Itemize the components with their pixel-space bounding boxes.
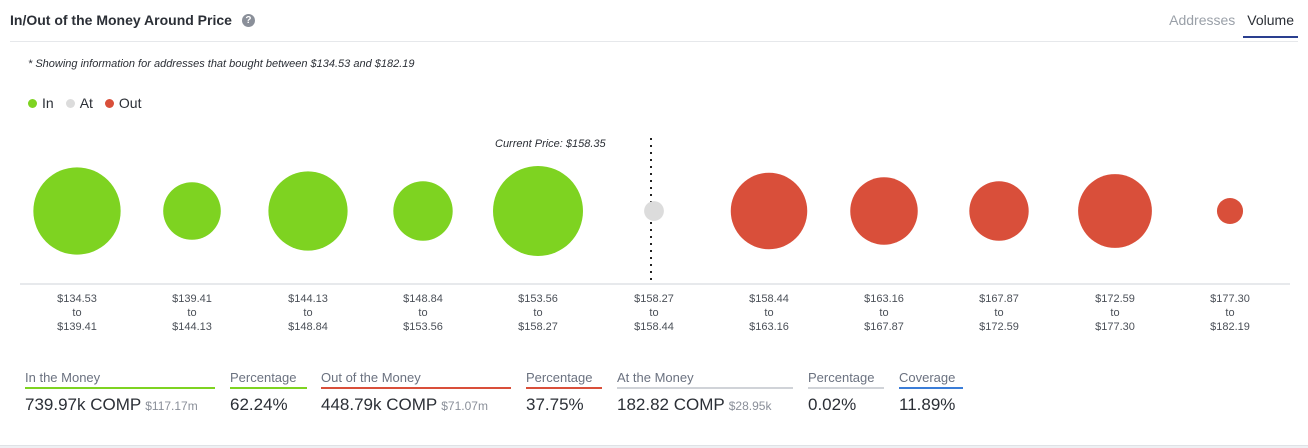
- legend-out-label: Out: [118, 95, 142, 111]
- bubble-at-5[interactable]: [644, 201, 664, 221]
- view-tabs: Addresses Volume: [1161, 12, 1298, 38]
- bucket-label-4-to-word: to: [533, 307, 542, 319]
- help-icon[interactable]: ?: [241, 13, 255, 27]
- current-price-label: Current Price: $158.35: [495, 138, 606, 150]
- bubble-in-0[interactable]: [33, 167, 121, 255]
- metric-value-text: 37.75%: [526, 395, 584, 414]
- bucket-label-1-to-word: to: [187, 307, 196, 319]
- bucket-label-0-from: $134.53: [57, 293, 97, 305]
- bubble-out-6[interactable]: [730, 172, 808, 250]
- range-note: * Showing information for addresses that…: [28, 58, 415, 70]
- tab-volume[interactable]: Volume: [1243, 12, 1298, 38]
- metric-value: 739.97k COMP $117.17m: [25, 395, 215, 415]
- bucket-label-3-to: $153.56: [403, 321, 443, 333]
- bucket-label-2-to-word: to: [303, 307, 312, 319]
- bucket-label-9-from: $172.59: [1095, 293, 1135, 305]
- bucket-label-0-to-word: to: [72, 307, 81, 319]
- bucket-label-8-to: $172.59: [979, 321, 1019, 333]
- metric-label: Percentage: [230, 370, 307, 389]
- bucket-label-4-from: $153.56: [518, 293, 558, 305]
- bucket-label-8-to-word: to: [994, 307, 1003, 319]
- bubble-out-10[interactable]: [1216, 197, 1244, 225]
- metric-5: Percentage 0.02%: [808, 370, 884, 415]
- metric-0: In the Money 739.97k COMP $117.17m: [25, 370, 215, 415]
- legend-in-label: In: [42, 95, 54, 111]
- bucket-label-3-to-word: to: [418, 307, 427, 319]
- bucket-label-9-to: $177.30: [1095, 321, 1135, 333]
- metric-value-text: 62.24%: [230, 395, 288, 414]
- bucket-label-7-to: $167.87: [864, 321, 904, 333]
- metric-label: Percentage: [526, 370, 602, 389]
- bubble-in-1[interactable]: [163, 182, 221, 240]
- metric-value-text: 11.89%: [899, 395, 956, 414]
- metric-3: Percentage 37.75%: [526, 370, 602, 415]
- summary-metrics: In the Money 739.97k COMP $117.17m Percenta…: [0, 370, 1308, 430]
- metric-usd-value: $28.95k: [728, 399, 772, 413]
- bucket-label-6-to-word: to: [764, 307, 773, 319]
- bucket-label-10-to: $182.19: [1210, 321, 1250, 333]
- metric-value: 448.79k COMP $71.07m: [321, 395, 511, 415]
- legend-at-label: At: [79, 95, 93, 111]
- bucket-label-6-to: $163.16: [749, 321, 789, 333]
- bubble-in-3[interactable]: [393, 181, 453, 241]
- legend-in-swatch: [28, 98, 37, 108]
- bubble-out-7[interactable]: [850, 177, 918, 245]
- metric-usd-value: $117.17m: [145, 399, 198, 413]
- bubble-chart: $134.53 to $139.41 $139.41 to $144.13 $144.13 t…: [20, 138, 1290, 333]
- metric-2: Out of the Money 448.79k COMP $71.07m: [321, 370, 511, 415]
- bucket-label-1-from: $139.41: [172, 293, 212, 305]
- bucket-label-5-from: $158.27: [634, 293, 674, 305]
- bubble-out-9[interactable]: [1078, 174, 1152, 248]
- metric-label: Out of the Money: [321, 370, 511, 389]
- bucket-label-2-from: $144.13: [288, 293, 328, 305]
- bucket-label-7-to-word: to: [879, 307, 888, 319]
- bubble-in-2[interactable]: [268, 171, 348, 251]
- metric-label: Percentage: [808, 370, 884, 389]
- legend-at-swatch: [65, 98, 75, 108]
- legend-item-out[interactable]: Out: [104, 95, 142, 111]
- header-divider: [10, 41, 1298, 42]
- bucket-label-9-to-word: to: [1110, 307, 1119, 319]
- metric-value-text: 448.79k COMP: [321, 395, 438, 414]
- metric-label: Coverage: [899, 370, 963, 389]
- legend-out-swatch: [104, 98, 114, 108]
- metric-usd-value: $71.07m: [441, 399, 488, 413]
- bucket-label-3-from: $148.84: [403, 293, 443, 305]
- bucket-label-5-to-word: to: [649, 307, 658, 319]
- bucket-label-1-to: $144.13: [172, 321, 212, 333]
- bubble-out-8[interactable]: [969, 181, 1029, 241]
- metric-value-text: 0.02%: [808, 395, 857, 414]
- tab-addresses[interactable]: Addresses: [1169, 12, 1236, 28]
- metric-label: In the Money: [25, 370, 215, 389]
- bubble-in-4[interactable]: [493, 166, 583, 256]
- metric-value: 62.24%: [230, 395, 307, 415]
- metric-value: 0.02%: [808, 395, 884, 415]
- legend-item-in[interactable]: In: [28, 95, 54, 111]
- metric-1: Percentage 62.24%: [230, 370, 307, 415]
- legend-item-at[interactable]: At: [65, 95, 93, 111]
- bucket-label-6-from: $158.44: [749, 293, 789, 305]
- metric-label: At the Money: [617, 370, 793, 389]
- bucket-label-5-to: $158.44: [634, 321, 674, 333]
- bucket-label-8-from: $167.87: [979, 293, 1019, 305]
- metric-4: At the Money 182.82 COMP $28.95k: [617, 370, 793, 415]
- bucket-label-7-from: $163.16: [864, 293, 904, 305]
- metric-value: 182.82 COMP $28.95k: [617, 395, 793, 415]
- bucket-label-10-to-word: to: [1225, 307, 1234, 319]
- legend: In At Out: [28, 95, 154, 111]
- bucket-label-10-from: $177.30: [1210, 293, 1250, 305]
- bucket-label-0-to: $139.41: [57, 321, 97, 333]
- metric-value: 11.89%: [899, 395, 963, 415]
- metric-value-text: 739.97k COMP: [25, 395, 142, 414]
- widget-title-text: In/Out of the Money Around Price: [10, 12, 232, 28]
- metric-6: Coverage 11.89%: [899, 370, 963, 415]
- bucket-label-2-to: $148.84: [288, 321, 328, 333]
- bucket-label-4-to: $158.27: [518, 321, 558, 333]
- widget-title: In/Out of the Money Around Price ?: [10, 12, 255, 28]
- metric-value: 37.75%: [526, 395, 602, 415]
- metric-value-text: 182.82 COMP: [617, 395, 725, 414]
